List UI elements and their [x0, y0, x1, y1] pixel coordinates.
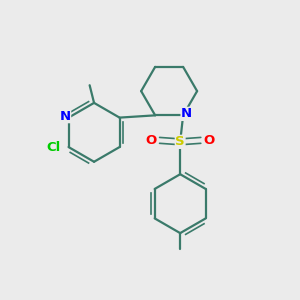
Text: O: O [146, 134, 157, 147]
Text: N: N [59, 110, 70, 123]
Text: O: O [203, 134, 215, 147]
Text: N: N [181, 107, 192, 120]
Text: Cl: Cl [46, 141, 60, 154]
Text: S: S [176, 135, 185, 148]
